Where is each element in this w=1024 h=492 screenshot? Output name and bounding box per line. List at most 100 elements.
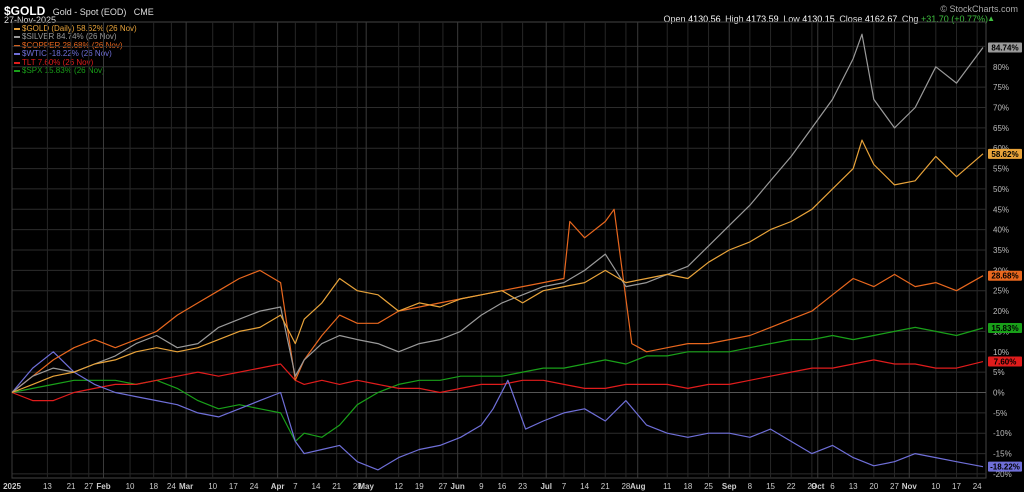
chart-date: 27-Nov-2025: [4, 15, 57, 25]
x-tick-label: 7: [562, 482, 567, 491]
y-tick-label: 70%: [993, 104, 1009, 113]
legend-swatch: [14, 36, 20, 39]
x-tick-label: 24: [167, 482, 176, 491]
x-tick-label: Nov: [902, 482, 918, 491]
y-tick-label: 80%: [993, 63, 1009, 72]
legend-item-wtic: $WTIC -18.22% (26 Nov): [14, 50, 137, 58]
series-line-gold: [11, 139, 984, 394]
x-tick-label: 22: [787, 482, 796, 491]
legend-swatch: [14, 44, 20, 47]
x-tick-label: Apr: [271, 482, 285, 491]
y-tick-label: 60%: [993, 144, 1009, 153]
y-tick-label: -10%: [993, 429, 1012, 438]
x-tick-label: 14: [580, 482, 589, 491]
x-tick-label: 24: [973, 482, 982, 491]
x-tick-label: 27: [438, 482, 447, 491]
last-value-label: 15.83%: [991, 324, 1018, 333]
last-value-label: 28.68%: [991, 272, 1018, 281]
x-tick-label: Jun: [451, 482, 465, 491]
x-tick-label: 6: [830, 482, 835, 491]
last-value-tag: [988, 42, 1022, 53]
x-tick-label: 13: [43, 482, 52, 491]
last-value-tag: [988, 356, 1022, 367]
x-tick-label: 21: [601, 482, 610, 491]
open-label: Open: [663, 14, 686, 24]
series-line-silver: [11, 33, 984, 393]
high-label: High: [725, 14, 744, 24]
x-tick-label: 17: [229, 482, 238, 491]
y-tick-label: 5%: [993, 368, 1005, 377]
x-tick-label: 14: [312, 482, 321, 491]
x-tick-label: 27: [84, 482, 93, 491]
x-tick-label: May: [358, 482, 374, 491]
x-tick-label: 9: [479, 482, 484, 491]
y-tick-label: 0%: [993, 389, 1005, 398]
legend-label: TLT 7.60% (26 Nov): [22, 57, 94, 67]
series-line-wtic: [11, 351, 984, 471]
legend-item-spx: $SPX 15.83% (26 Nov): [14, 66, 137, 76]
y-tick-label: 45%: [993, 205, 1009, 214]
x-tick-label: 28: [621, 482, 630, 491]
x-tick-label: 10: [931, 482, 940, 491]
y-tick-label: 75%: [993, 83, 1009, 92]
close-value: 4162.67: [864, 14, 898, 24]
x-tick-label: 18: [149, 482, 158, 491]
legend-swatch: [14, 53, 20, 56]
y-tick-label: 35%: [993, 246, 1009, 255]
last-value-label: 84.74%: [991, 43, 1018, 52]
legend-label: $SILVER 84.74% (26 Nov): [22, 32, 117, 42]
y-tick-label: -20%: [993, 470, 1012, 479]
change-label: Chg: [901, 14, 919, 24]
y-tick-label: 25%: [993, 287, 1009, 296]
last-value-label: -18.22%: [990, 463, 1020, 472]
stockcharts-logo: © StockCharts.com: [940, 4, 1018, 14]
y-tick-label: 10%: [993, 348, 1009, 357]
legend-item-tlt: TLT 7.60% (26 Nov): [14, 57, 137, 67]
last-value-tag: [988, 270, 1022, 281]
x-tick-label: Sep: [722, 482, 737, 491]
high-value: 4173.59: [746, 14, 779, 24]
x-tick-label: 13: [849, 482, 858, 491]
chart-header: $GOLD Gold - Spot (EOD) CME: [4, 2, 154, 20]
x-tick-label: 18: [683, 482, 692, 491]
ohlc-readout: Open 4130.56 High 4173.59 Low 4130.15 Cl…: [664, 14, 988, 24]
x-tick-label: 17: [952, 482, 961, 491]
legend-item-silver: $SILVER 84.74% (26 Nov): [14, 33, 137, 41]
legend-item-gold: $GOLD (Daily) 58.62% (26 Nov): [14, 24, 137, 33]
y-tick-label: 40%: [993, 226, 1009, 235]
legend-label: $GOLD (Daily) 58.62% (26 Nov): [22, 24, 137, 33]
low-label: Low: [783, 14, 800, 24]
x-tick-label: 2025: [3, 482, 21, 491]
x-tick-label: Feb: [96, 482, 110, 491]
x-tick-label: 24: [250, 482, 259, 491]
x-tick-label: 10: [126, 482, 135, 491]
last-value-tag: [988, 323, 1022, 334]
chart-legend: $GOLD (Daily) 58.62% (26 Nov) $SILVER 84…: [14, 24, 137, 76]
symbol-description: Gold - Spot (EOD): [52, 7, 127, 17]
y-tick-label: 55%: [993, 165, 1009, 174]
x-tick-label: 11: [663, 482, 672, 491]
legend-label: $WTIC -18.22% (26 Nov): [22, 49, 112, 59]
y-tick-label: -15%: [993, 450, 1012, 459]
x-tick-label: 19: [415, 482, 424, 491]
change-value: +31.70 (+0.77%): [920, 14, 988, 24]
x-tick-label: Jul: [540, 482, 552, 491]
x-tick-label: Mar: [179, 482, 193, 491]
x-tick-label: 15: [766, 482, 775, 491]
y-tick-label: -5%: [993, 409, 1007, 418]
last-value-label: 7.60%: [994, 358, 1017, 367]
last-value-tag: [988, 148, 1022, 159]
legend-item-copper: $COPPER 28.68% (26 Nov): [14, 41, 137, 50]
open-value: 4130.56: [688, 14, 721, 24]
symbol-title: $GOLD: [4, 4, 46, 18]
x-tick-label: Aug: [630, 482, 646, 491]
x-tick-label: 25: [704, 482, 713, 491]
exchange-label: CME: [133, 7, 154, 17]
x-tick-label: 20: [869, 482, 878, 491]
legend-label: $SPX 15.83% (26 Nov): [22, 66, 105, 76]
y-tick-label: 20%: [993, 307, 1009, 316]
legend-swatch: [14, 27, 20, 30]
low-value: 4130.15: [802, 14, 835, 24]
x-tick-label: 28: [353, 482, 362, 491]
